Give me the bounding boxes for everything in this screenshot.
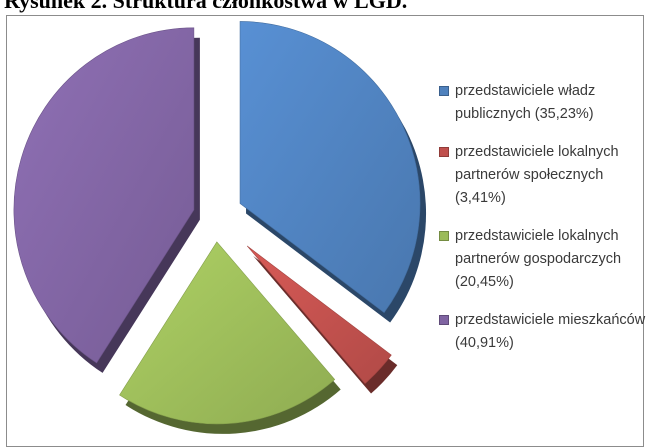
pie-slice-3 bbox=[119, 241, 336, 425]
pie-chart bbox=[13, 21, 427, 434]
pie-slice-1 bbox=[239, 21, 421, 313]
legend-swatch bbox=[439, 315, 449, 325]
pie-slice-4 bbox=[13, 27, 195, 364]
legend-swatch bbox=[439, 231, 449, 241]
pie-slice-2 bbox=[246, 245, 392, 384]
legend-swatch bbox=[439, 147, 449, 157]
chart-area: przedstawiciele władz publicznych (35,23… bbox=[6, 15, 645, 447]
legend: przedstawiciele władz publicznych (35,23… bbox=[439, 80, 649, 370]
page-title: Rysunek 2. Struktura członkostwa w LGD. bbox=[4, 0, 408, 13]
legend-item: przedstawiciele lokalnych partnerów społ… bbox=[439, 141, 649, 210]
legend-item: przedstawiciele lokalnych partnerów gosp… bbox=[439, 225, 649, 294]
legend-item: przedstawiciele mieszkańców (40,91%) bbox=[439, 309, 649, 355]
legend-label: przedstawiciele władz publicznych (35,23… bbox=[455, 83, 596, 122]
legend-item: przedstawiciele władz publicznych (35,23… bbox=[439, 80, 649, 126]
legend-label: przedstawiciele lokalnych partnerów społ… bbox=[455, 144, 619, 206]
legend-swatch bbox=[439, 86, 449, 96]
legend-label: przedstawiciele lokalnych partnerów gosp… bbox=[455, 228, 622, 290]
legend-label: przedstawiciele mieszkańców (40,91%) bbox=[455, 312, 646, 351]
